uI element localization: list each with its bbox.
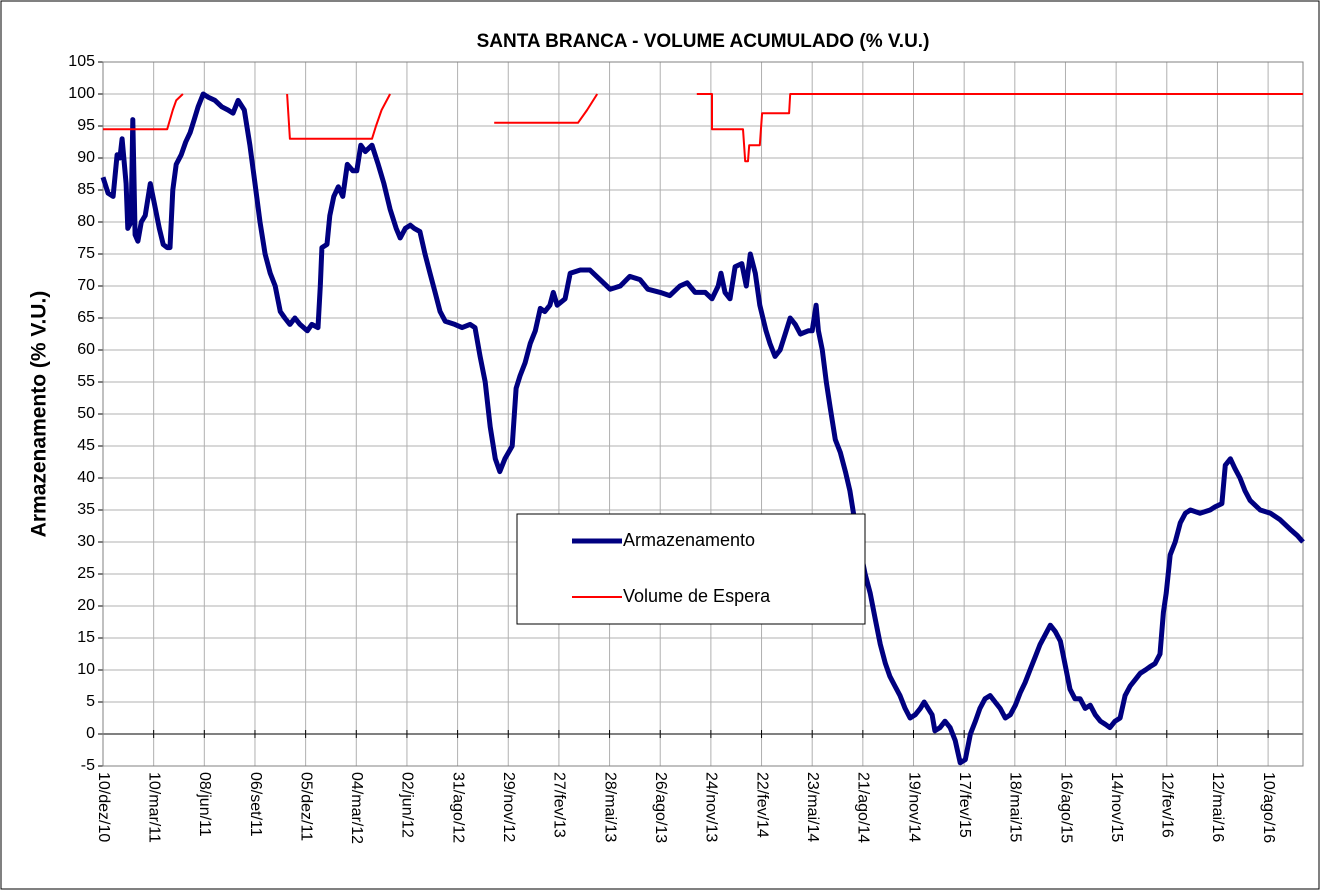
y-tick-label: 60 — [77, 341, 95, 358]
y-tick-label: 100 — [68, 85, 95, 102]
y-tick-label: 0 — [86, 725, 95, 742]
y-tick-label: 90 — [77, 149, 95, 166]
x-tick-label: 19/nov/14 — [905, 772, 922, 842]
series-line — [494, 93, 599, 124]
x-tick-label: 18/mai/15 — [1007, 772, 1024, 842]
x-tick-label: 08/jun/11 — [196, 772, 213, 837]
x-tick-label: 17/fev/15 — [956, 772, 973, 838]
y-tick-label: 5 — [86, 693, 95, 710]
x-tick-label: 24/nov/13 — [703, 772, 720, 842]
x-tick-label: 14/nov/15 — [1108, 772, 1125, 842]
y-tick-label: 105 — [68, 53, 95, 70]
x-tick-label: 29/nov/12 — [500, 772, 517, 842]
series-line — [696, 93, 1303, 163]
y-tick-label: 10 — [77, 661, 95, 678]
x-tick-label: 04/mar/12 — [348, 772, 365, 844]
x-tick-label: 12/fev/16 — [1159, 772, 1176, 838]
legend-label: Armazenamento — [623, 530, 755, 550]
x-tick-label: 06/set/11 — [247, 772, 264, 837]
x-tick-label: 10/dez/10 — [95, 772, 112, 842]
x-tick-label: 27/fev/13 — [551, 772, 568, 838]
y-axis-label: Armazenamento (% V.U.) — [28, 291, 51, 538]
y-tick-label: 75 — [77, 245, 95, 262]
y-tick-label: 45 — [77, 437, 95, 454]
legend-label: Volume de Espera — [623, 586, 771, 606]
x-tick-label: 26/ago/13 — [652, 772, 669, 843]
x-tick-label: 02/jun/12 — [399, 772, 416, 838]
x-tick-label: 10/ago/16 — [1260, 772, 1277, 843]
x-tick-label: 05/dez/11 — [297, 772, 314, 841]
legend-box — [516, 513, 866, 625]
y-tick-label: 65 — [77, 309, 95, 326]
y-tick-label: 80 — [77, 213, 95, 230]
y-tick-label: 95 — [77, 117, 95, 134]
x-tick-label: 21/ago/14 — [855, 772, 872, 843]
series-line — [103, 93, 184, 131]
y-tick-label: 70 — [77, 277, 95, 294]
chart-title: SANTA BRANCA - VOLUME ACUMULADO (% V.U.) — [477, 31, 930, 52]
y-tick-label: 30 — [77, 533, 95, 550]
x-tick-label: 31/ago/12 — [449, 772, 466, 843]
y-tick-label: 85 — [77, 181, 95, 198]
series-line — [100, 91, 1305, 766]
x-tick-label: 28/mai/13 — [601, 772, 618, 842]
y-tick-label: 50 — [77, 405, 95, 422]
y-tick-label: 40 — [77, 469, 95, 486]
y-tick-label: 25 — [77, 565, 95, 582]
y-tick-label: 15 — [77, 629, 95, 646]
y-tick-label: 35 — [77, 501, 95, 518]
x-tick-label: 23/mai/14 — [804, 772, 821, 842]
plot-area — [102, 61, 1304, 767]
y-tick-label: 20 — [77, 597, 95, 614]
x-tick-label: 22/fev/14 — [753, 772, 770, 838]
y-tick-label: 55 — [77, 373, 95, 390]
x-tick-label: 12/mai/16 — [1209, 772, 1226, 842]
y-tick-label: -5 — [81, 757, 95, 774]
series-line — [286, 93, 391, 140]
x-tick-label: 10/mar/11 — [145, 772, 162, 843]
x-tick-label: 16/ago/15 — [1057, 772, 1074, 843]
